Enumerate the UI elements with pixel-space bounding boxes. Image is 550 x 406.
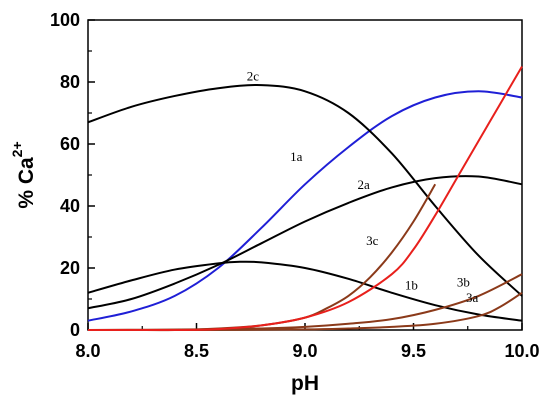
y-tick-label: 40 [60,196,80,216]
y-tick-label: 60 [60,134,80,154]
x-tick-label: 8.5 [184,341,209,361]
series-red-line [87,65,523,332]
y-axis-title: % Ca2+ [9,141,38,208]
x-tick-label: 9.0 [292,341,317,361]
y-axis-title-main: % Ca [15,157,38,209]
y-tick-label: 20 [60,258,80,278]
y-tick-label: 0 [70,320,80,340]
x-tick-label: 8.0 [75,341,100,361]
series-2c-line [87,84,523,297]
curve-label-1b: 1b [405,278,418,293]
y-axis-title-group: % Ca2+ [9,141,38,208]
y-tick-label: 100 [50,10,80,30]
x-tick-label: 9.5 [401,341,426,361]
tick-labels: 8.0 8.5 9.0 9.5 10.0 0 20 40 60 80 100 [50,10,540,361]
series-1a-line [87,90,523,322]
series-1b-line [87,260,523,322]
y-tick-label: 80 [60,72,80,92]
y-axis-title-superscript: 2+ [9,141,25,157]
curves [87,65,523,332]
x-tick-label: 10.0 [504,341,539,361]
curve-label-3a: 3a [466,290,479,305]
curve-label-2a: 2a [357,177,370,192]
x-axis-title: pH [291,372,319,395]
curve-label-2c: 2c [247,68,260,83]
curve-label-1a: 1a [290,149,303,164]
curve-label-3c: 3c [366,233,379,248]
curve-label-3b: 3b [457,275,470,290]
series-2a-line [87,175,523,310]
